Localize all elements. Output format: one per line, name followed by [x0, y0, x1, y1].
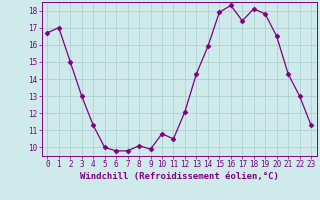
X-axis label: Windchill (Refroidissement éolien,°C): Windchill (Refroidissement éolien,°C) [80, 172, 279, 181]
